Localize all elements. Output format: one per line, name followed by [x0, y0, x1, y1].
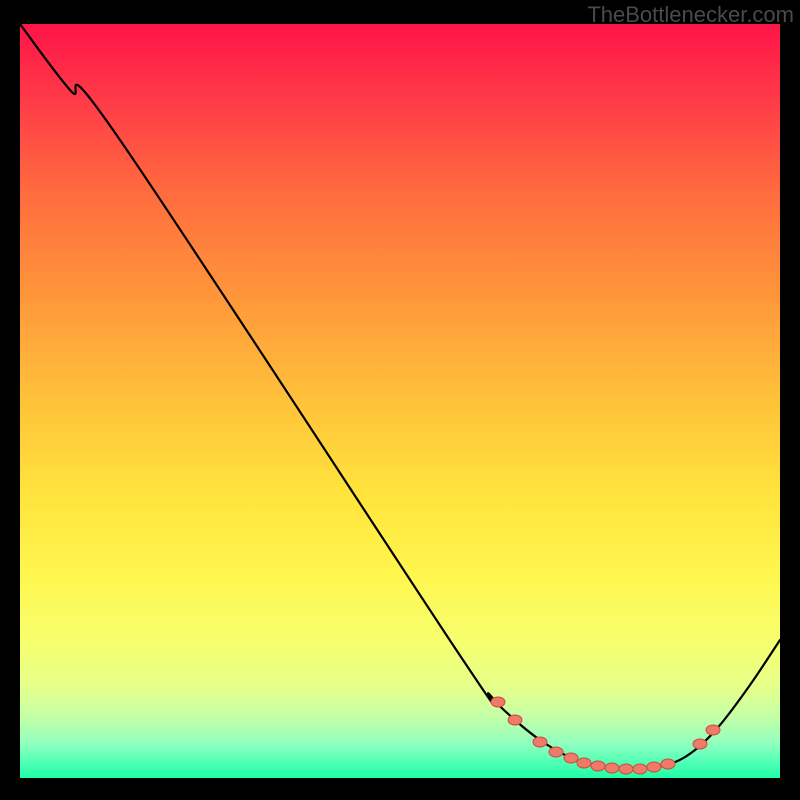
curve-marker — [605, 763, 619, 773]
curve-marker — [564, 753, 578, 763]
curve-marker — [508, 715, 522, 725]
curve-marker — [706, 725, 720, 735]
curve-marker — [533, 737, 547, 747]
chart-svg — [0, 0, 800, 800]
curve-marker — [619, 764, 633, 774]
chart-background — [20, 24, 780, 778]
curve-marker — [633, 764, 647, 774]
curve-marker — [577, 758, 591, 768]
curve-marker — [491, 697, 505, 707]
curve-marker — [549, 747, 563, 757]
chart-stage: TheBottlenecker.com — [0, 0, 800, 800]
curve-marker — [647, 762, 661, 772]
curve-marker — [591, 761, 605, 771]
curve-marker — [693, 739, 707, 749]
watermark-text: TheBottlenecker.com — [587, 2, 794, 28]
curve-marker — [661, 759, 675, 769]
